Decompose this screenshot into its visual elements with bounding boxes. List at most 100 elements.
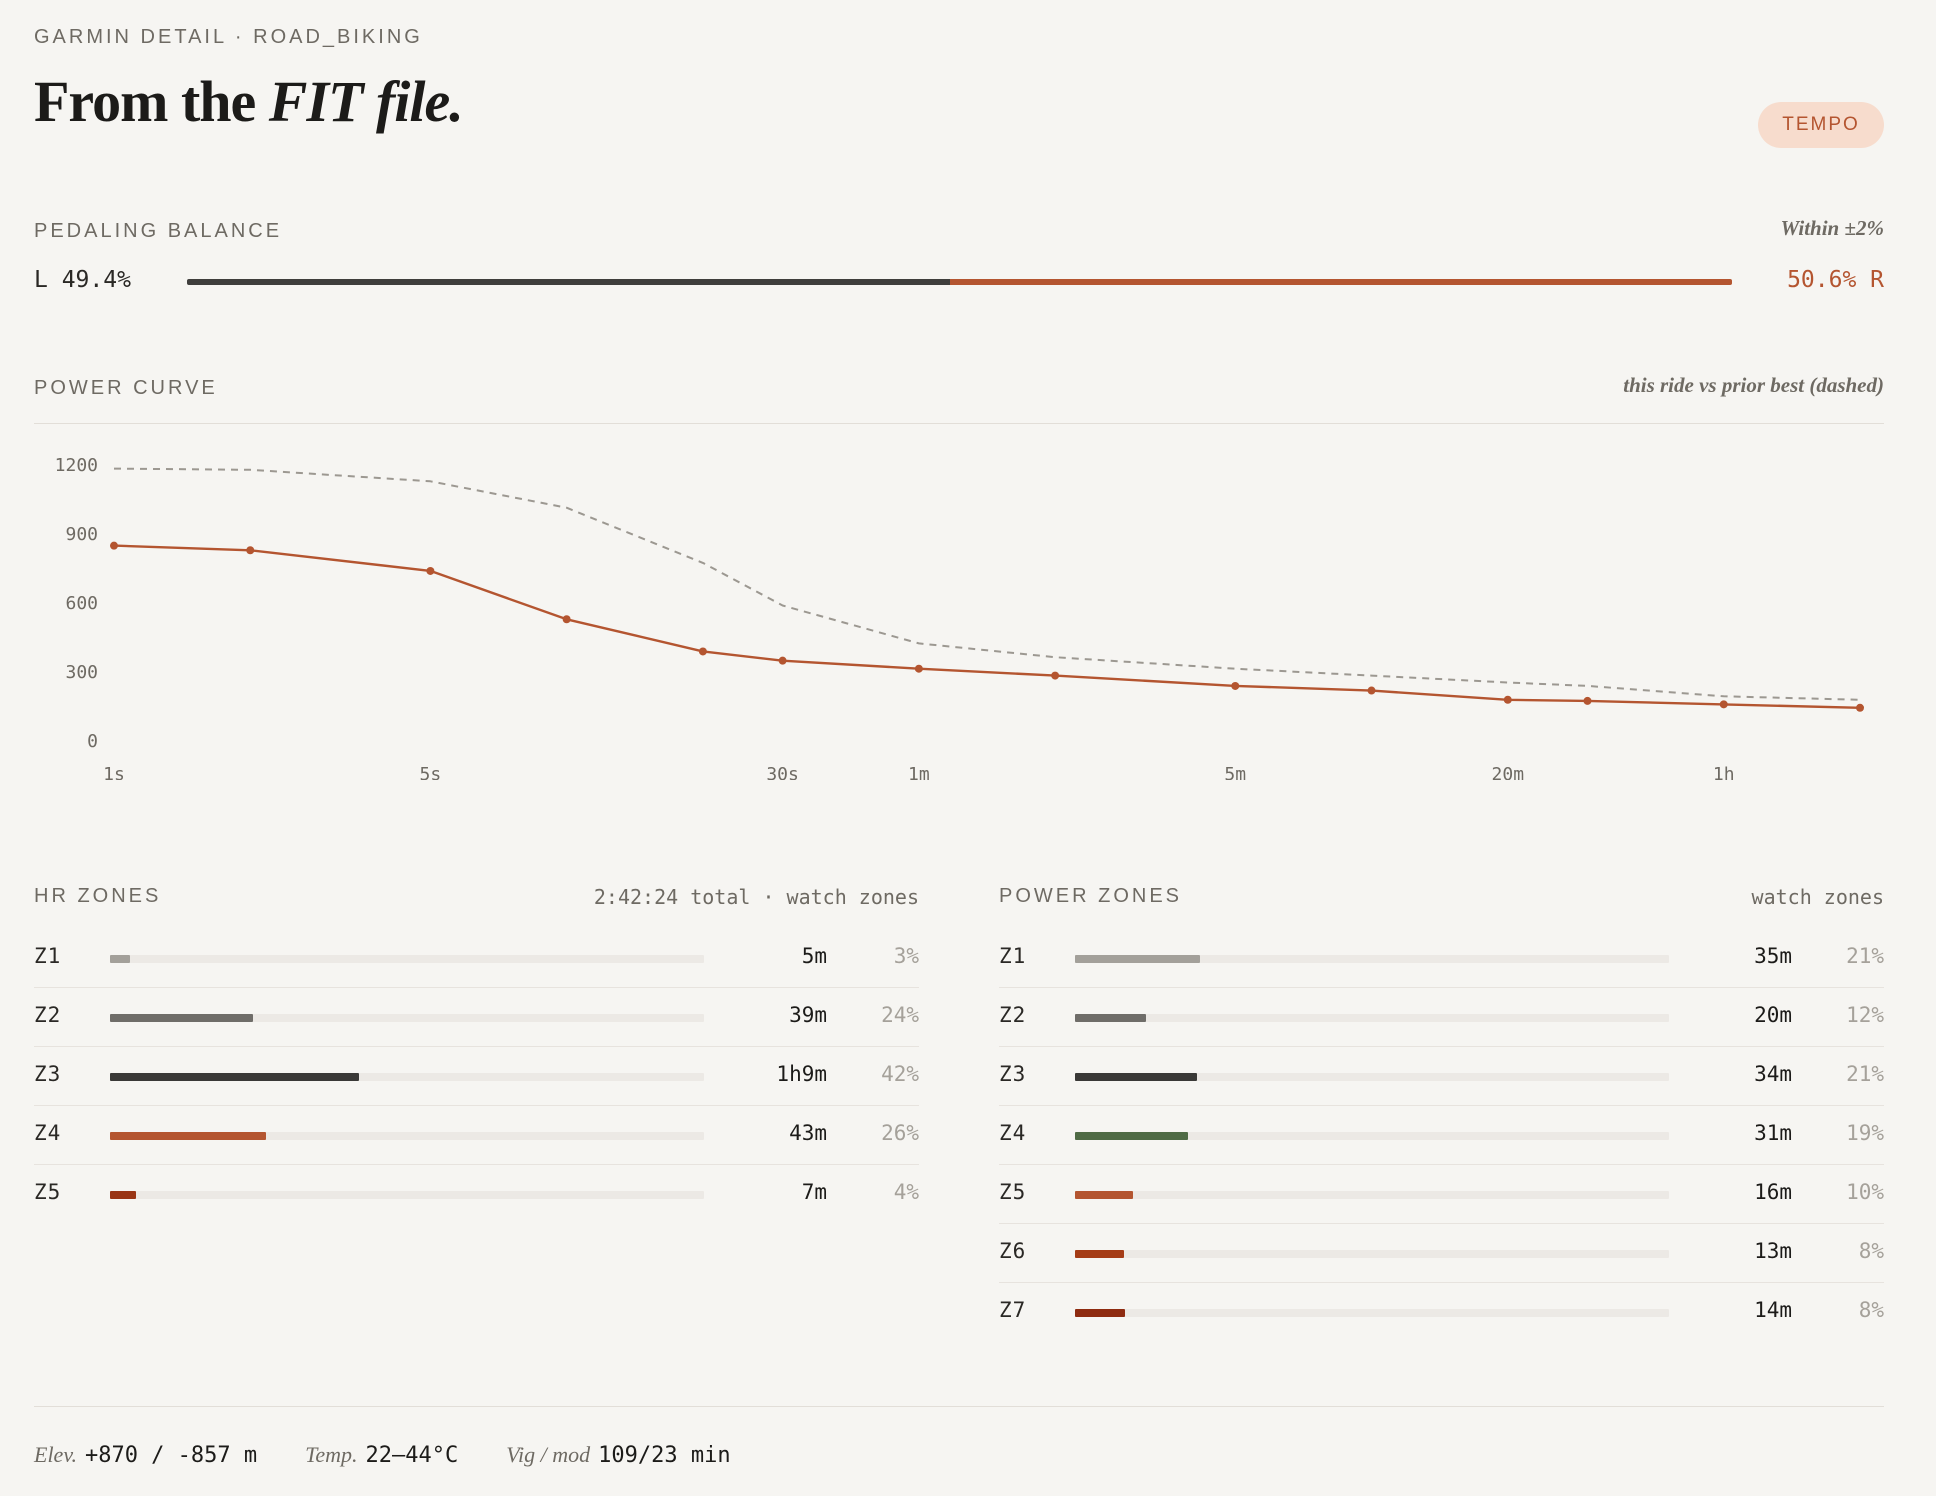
balance-bar [187, 279, 1732, 285]
zone-name: Z6 [999, 1239, 1027, 1263]
zone-name: Z7 [999, 1298, 1027, 1322]
zone-row-z4: Z4 31m 19% [999, 1107, 1884, 1165]
zone-time: 35m [1754, 944, 1792, 968]
zone-name: Z5 [999, 1180, 1027, 1204]
y-tick-label: 600 [65, 593, 98, 614]
intensity-badge: TEMPO [1758, 102, 1884, 148]
balance-right-value: 50.6% R [1787, 267, 1884, 293]
zone-divider [34, 1046, 919, 1047]
zone-row-z1: Z1 35m 21% [999, 930, 1884, 988]
zone-percent: 8% [1858, 1239, 1884, 1263]
x-tick-label: 5m [1224, 764, 1246, 780]
zone-name: Z2 [34, 1003, 62, 1027]
y-tick-label: 1200 [55, 455, 98, 476]
zone-time: 14m [1754, 1298, 1792, 1322]
zone-row-z5: Z5 7m 4% [34, 1166, 919, 1224]
zone-percent: 19% [1846, 1121, 1884, 1145]
zone-percent: 8% [1858, 1298, 1884, 1322]
zone-bar-track [1075, 1309, 1669, 1317]
zone-bar-fill [1075, 955, 1200, 963]
zone-percent: 26% [881, 1121, 919, 1145]
power-curve-chart: 0 300 600 900 1200 1s 5s 30s 1m 5m 20m 1h [55, 455, 1864, 780]
footer-temperature: Temp. 22–44°C [305, 1442, 458, 1468]
footer-temperature-label: Temp. [305, 1442, 358, 1467]
zone-time: 20m [1754, 1003, 1792, 1027]
zone-bar-track [1075, 1191, 1669, 1199]
zone-percent: 3% [893, 944, 919, 968]
balance-note: Within ±2% [1780, 216, 1884, 240]
footer-elevation-value: +870 / -857 m [84, 1443, 258, 1468]
this-ride-point [562, 615, 571, 624]
zone-divider [999, 1164, 1884, 1165]
power-zones-title: POWER ZONES [999, 885, 1183, 907]
zone-row-z4: Z4 43m 26% [34, 1107, 919, 1165]
title-emphasis: FIT file. [268, 69, 464, 134]
balance-left-fill [187, 279, 951, 285]
zone-bar-fill [110, 1014, 253, 1022]
this-ride-point [1051, 671, 1060, 680]
zone-bar-fill [1075, 1014, 1147, 1022]
zone-row-z3: Z3 34m 21% [999, 1048, 1884, 1106]
zone-bar-track [110, 1132, 704, 1140]
zone-row-z7: Z7 14m 8% [999, 1284, 1884, 1342]
this-ride-point [1583, 696, 1592, 705]
zone-percent: 21% [1846, 944, 1884, 968]
zone-bar-fill [1075, 1250, 1124, 1258]
y-tick-label: 0 [87, 731, 98, 752]
this-ride-point [778, 656, 787, 665]
zone-time: 1h9m [776, 1062, 827, 1086]
zone-bar-fill [1075, 1191, 1134, 1199]
zone-name: Z5 [34, 1180, 62, 1204]
zone-percent: 42% [881, 1062, 919, 1086]
zone-row-z1: Z1 5m 3% [34, 930, 919, 988]
zone-name: Z1 [999, 944, 1027, 968]
zone-time: 34m [1754, 1062, 1792, 1086]
zone-bar-track [110, 1191, 704, 1199]
y-tick-label: 900 [65, 524, 98, 545]
this-ride-point [1367, 686, 1376, 695]
zone-bar-track [1075, 1250, 1669, 1258]
zone-name: Z4 [34, 1121, 62, 1145]
zone-percent: 12% [1846, 1003, 1884, 1027]
footer-stats: Elev. +870 / -857 m Temp. 22–44°C Vig / … [34, 1442, 731, 1468]
zone-row-z3: Z3 1h9m 42% [34, 1048, 919, 1106]
divider [34, 423, 1884, 424]
footer-elevation: Elev. +870 / -857 m [34, 1442, 257, 1468]
zone-name: Z3 [999, 1062, 1027, 1086]
zone-bar-track [110, 955, 704, 963]
zone-bar-fill [110, 955, 130, 963]
footer-temperature-value: 22–44°C [365, 1443, 459, 1468]
footer-divider [34, 1406, 1884, 1407]
footer-vigorous-value: 109/23 min [598, 1443, 731, 1468]
zone-name: Z1 [34, 944, 62, 968]
power-curve-note: this ride vs prior best (dashed) [1623, 373, 1884, 397]
zone-row-z2: Z2 39m 24% [34, 989, 919, 1047]
x-tick-label: 1h [1713, 764, 1735, 780]
zone-percent: 21% [1846, 1062, 1884, 1086]
this-ride-point [110, 541, 118, 550]
zone-divider [999, 1223, 1884, 1224]
footer-vigorous: Vig / mod 109/23 min [506, 1442, 730, 1468]
zone-time: 39m [789, 1003, 827, 1027]
this-ride-point [1856, 703, 1864, 712]
zone-row-z2: Z2 20m 12% [999, 989, 1884, 1047]
hr-zones-title: HR ZONES [34, 885, 162, 907]
footer-elevation-label: Elev. [34, 1442, 77, 1467]
this-ride-point [698, 647, 707, 656]
this-ride-point [914, 664, 923, 673]
zone-bar-track [1075, 955, 1669, 963]
zone-name: Z2 [999, 1003, 1027, 1027]
zone-time: 16m [1754, 1180, 1792, 1204]
zone-time: 5m [801, 944, 827, 968]
page-title: From the FIT file. [34, 68, 464, 135]
zone-divider [999, 987, 1884, 988]
zone-time: 31m [1754, 1121, 1792, 1145]
footer-vigorous-label: Vig / mod [506, 1442, 591, 1467]
zone-bar-fill [110, 1191, 136, 1199]
title-prefix: From the [34, 69, 269, 134]
zone-time: 7m [801, 1180, 827, 1204]
zone-name: Z4 [999, 1121, 1027, 1145]
zone-bar-fill [110, 1132, 266, 1140]
x-tick-label: 1m [908, 764, 930, 780]
zone-time: 13m [1754, 1239, 1792, 1263]
